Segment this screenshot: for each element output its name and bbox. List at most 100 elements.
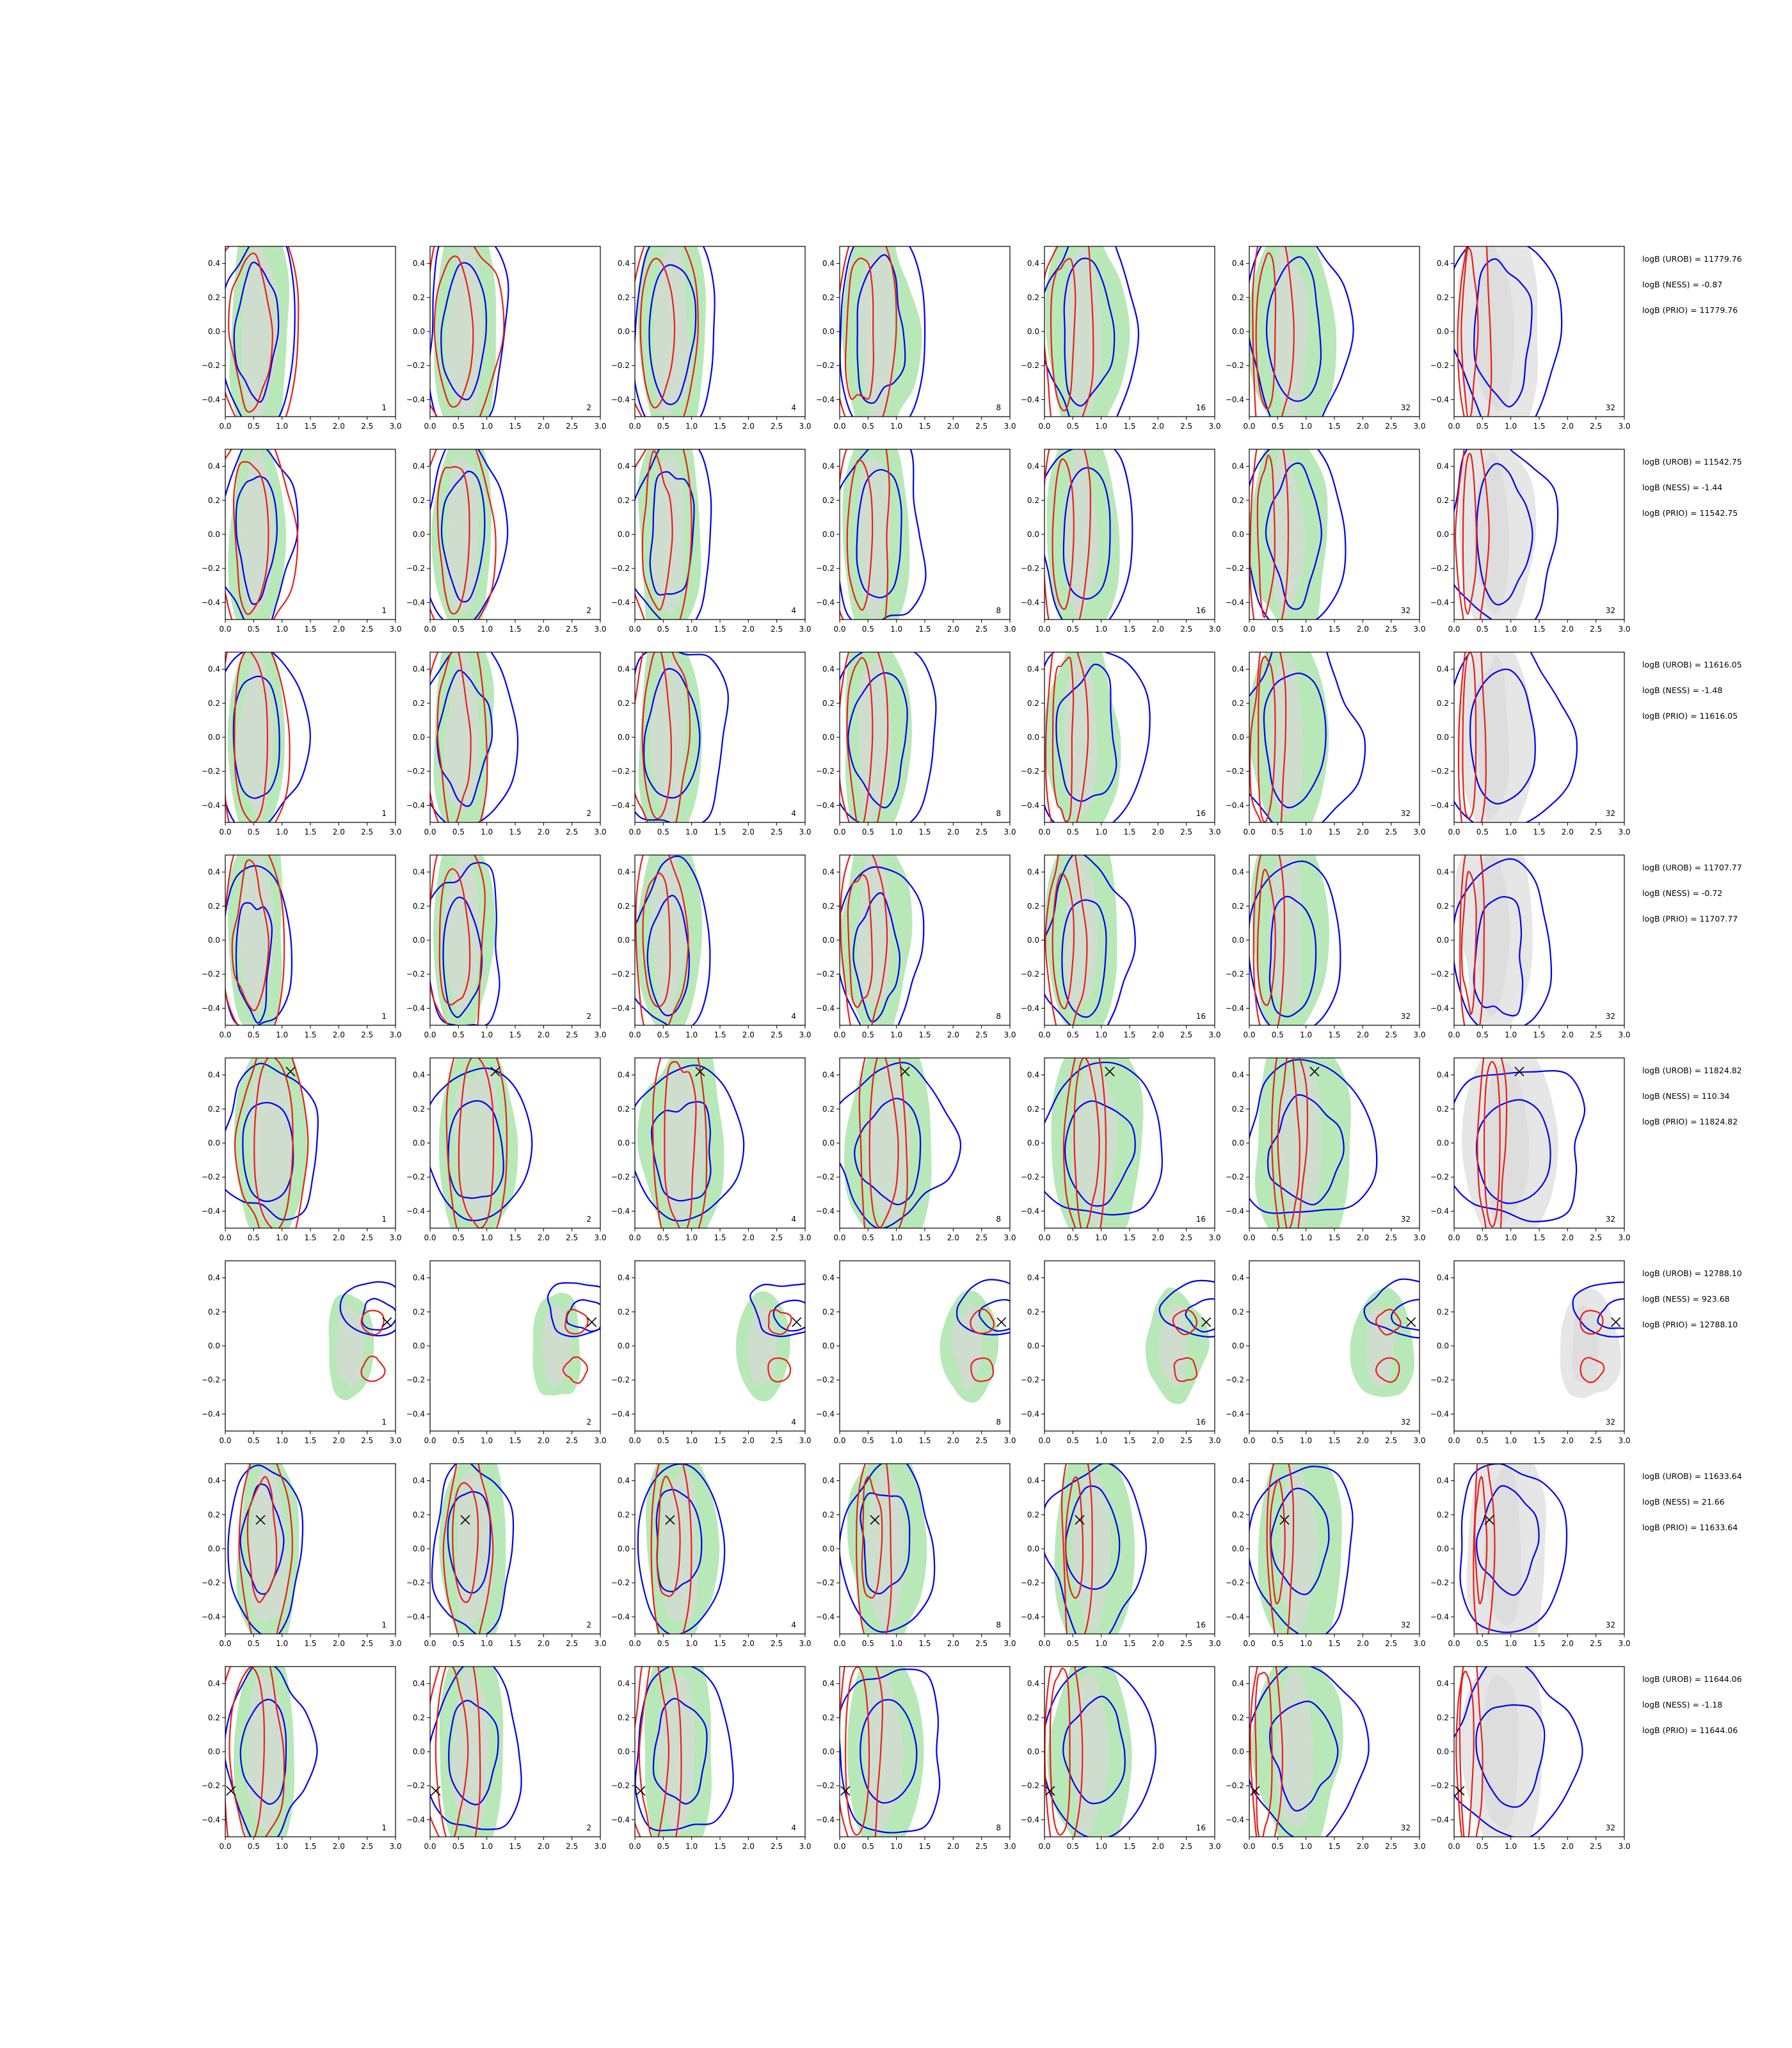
y-tick-label: −0.4 <box>406 598 425 607</box>
x-tick-label: 1.5 <box>509 1436 521 1445</box>
iteration-label: 32 <box>1606 1215 1615 1224</box>
panel-r2-c2: 0.0 0.5 1.0 1.5 2.0 2.5 3.0 0.4 0.2 0.0 −0.2 −0.4 2 <box>406 449 607 634</box>
density-core <box>444 855 481 1012</box>
logb-line: logB (NESS) = 110.34 <box>1642 1091 1730 1101</box>
red-contour <box>641 450 673 611</box>
x-tick-label: 1.5 <box>509 422 521 431</box>
y-tick-label: 0.2 <box>618 1510 630 1519</box>
x-tick-label: 2.5 <box>566 1639 578 1648</box>
y-tick-label: 0.2 <box>1437 1105 1449 1114</box>
x-tick-label: 0.0 <box>1448 625 1460 634</box>
y-tick-label: −0.4 <box>406 1612 425 1621</box>
x-tick-label: 2.0 <box>947 1030 959 1039</box>
blue-contour <box>448 1699 499 1805</box>
y-tick-label: −0.4 <box>1226 1815 1244 1824</box>
y-tick-label: −0.4 <box>1430 1004 1449 1012</box>
x-tick-label: 0.5 <box>1272 1030 1284 1039</box>
panel-r4-c5: 0.0 0.5 1.0 1.5 2.0 2.5 3.0 0.4 0.2 0.0 −0.2 −0.4 16 <box>1021 854 1221 1039</box>
x-tick-label: 0.0 <box>833 1639 845 1648</box>
x-tick-label: 3.0 <box>1004 422 1016 431</box>
x-tick-label: 0.0 <box>219 1842 231 1851</box>
x-tick-label: 2.0 <box>1152 1030 1164 1039</box>
x-tick-label: 0.0 <box>1038 422 1050 431</box>
true-value-marker <box>1279 1515 1290 1525</box>
x-tick-label: 0.0 <box>1448 1030 1460 1039</box>
red-contour <box>1052 873 1075 1010</box>
blue-contour <box>1263 672 1327 809</box>
iteration-label: 32 <box>1606 606 1615 615</box>
panel-r4-c7: 0.0 0.5 1.0 1.5 2.0 2.5 3.0 0.4 0.2 0.0 −0.2 −0.4 32 <box>1430 854 1631 1039</box>
y-tick-label: −0.2 <box>816 1375 835 1384</box>
y-tick-label: 0.4 <box>208 462 220 471</box>
red-contour <box>856 1464 892 1634</box>
y-tick-label: −0.2 <box>1430 970 1449 979</box>
x-tick-label: 2.0 <box>1562 1842 1574 1851</box>
iteration-label: 4 <box>791 1823 796 1832</box>
y-tick-label: −0.4 <box>816 1815 835 1824</box>
iteration-label: 4 <box>791 1620 796 1629</box>
density-core <box>1278 1464 1318 1631</box>
iteration-label: 1 <box>381 1823 387 1832</box>
y-tick-label: 0.4 <box>208 868 220 877</box>
x-tick-label: 1.0 <box>890 1639 902 1648</box>
blue-contour <box>1469 668 1536 804</box>
x-tick-label: 1.0 <box>481 1639 493 1648</box>
x-tick-label: 0.0 <box>1038 1030 1050 1039</box>
true-value-marker <box>1514 1066 1524 1076</box>
x-tick-label: 0.5 <box>1476 828 1489 836</box>
x-tick-label: 2.5 <box>1590 1639 1602 1648</box>
blue-contour <box>1454 1070 1586 1222</box>
y-tick-label: −0.4 <box>816 1206 835 1215</box>
x-tick-label: 1.0 <box>685 1436 698 1445</box>
y-tick-label: 0.2 <box>618 902 630 911</box>
y-tick-label: 0.2 <box>413 1105 425 1114</box>
iteration-label: 16 <box>1196 1215 1206 1224</box>
red-contour <box>1460 870 1477 1015</box>
x-tick-label: 1.5 <box>714 1233 726 1242</box>
red-contour <box>231 859 269 1011</box>
y-tick-label: 0.2 <box>1232 496 1244 505</box>
y-tick-label: 0.2 <box>1437 293 1449 302</box>
y-tick-label: 0.0 <box>1027 327 1039 336</box>
x-tick-label: 3.0 <box>594 1639 606 1648</box>
x-tick-label: 3.0 <box>1413 828 1425 836</box>
iteration-label: 32 <box>1606 809 1615 818</box>
x-tick-label: 0.0 <box>1038 1436 1050 1445</box>
x-tick-label: 2.5 <box>1385 1842 1397 1851</box>
x-tick-label: 3.0 <box>1618 625 1630 634</box>
x-tick-label: 1.0 <box>481 422 493 431</box>
y-tick-label: −0.4 <box>202 598 220 607</box>
y-tick-label: 0.0 <box>413 1747 425 1756</box>
y-tick-label: −0.2 <box>1021 1172 1039 1181</box>
y-tick-label: 0.0 <box>413 733 425 742</box>
blue-contour <box>1454 1667 1583 1837</box>
y-tick-label: −0.2 <box>611 767 630 776</box>
x-tick-label: 0.5 <box>1067 828 1079 836</box>
x-tick-label: 1.5 <box>1123 625 1135 634</box>
x-tick-label: 2.0 <box>538 1030 550 1039</box>
panel-r7-c5: 0.0 0.5 1.0 1.5 2.0 2.5 3.0 0.4 0.2 0.0 −0.2 −0.4 16 <box>1021 1463 1221 1648</box>
y-tick-label: 0.0 <box>1232 1747 1244 1756</box>
blue-contour <box>840 1062 961 1228</box>
x-tick-label: 1.5 <box>714 1639 726 1648</box>
blue-contour <box>856 468 902 598</box>
iteration-label: 2 <box>586 403 591 412</box>
blue-contour <box>442 896 483 1018</box>
y-tick-label: 0.0 <box>822 530 835 539</box>
y-tick-label: 0.2 <box>1232 1510 1244 1519</box>
x-tick-label: 2.5 <box>1590 625 1602 634</box>
x-tick-label: 1.5 <box>714 828 726 836</box>
x-tick-label: 0.0 <box>628 828 641 836</box>
y-tick-label: −0.4 <box>816 598 835 607</box>
iteration-label: 32 <box>1401 1620 1411 1629</box>
panel-r6-c1: 0.0 0.5 1.0 1.5 2.0 2.5 3.0 0.4 0.2 0.0 −0.2 −0.4 1 <box>202 1260 402 1445</box>
x-tick-label: 0.5 <box>657 1233 669 1242</box>
red-contour <box>1064 1476 1084 1599</box>
iteration-label: 32 <box>1606 1823 1615 1832</box>
y-tick-label: −0.4 <box>406 801 425 810</box>
iteration-label: 32 <box>1401 403 1411 412</box>
blue-contour <box>227 1464 304 1634</box>
x-tick-label: 2.5 <box>1385 1233 1397 1242</box>
blue-contour <box>840 246 926 417</box>
y-tick-label: −0.4 <box>611 1409 630 1418</box>
